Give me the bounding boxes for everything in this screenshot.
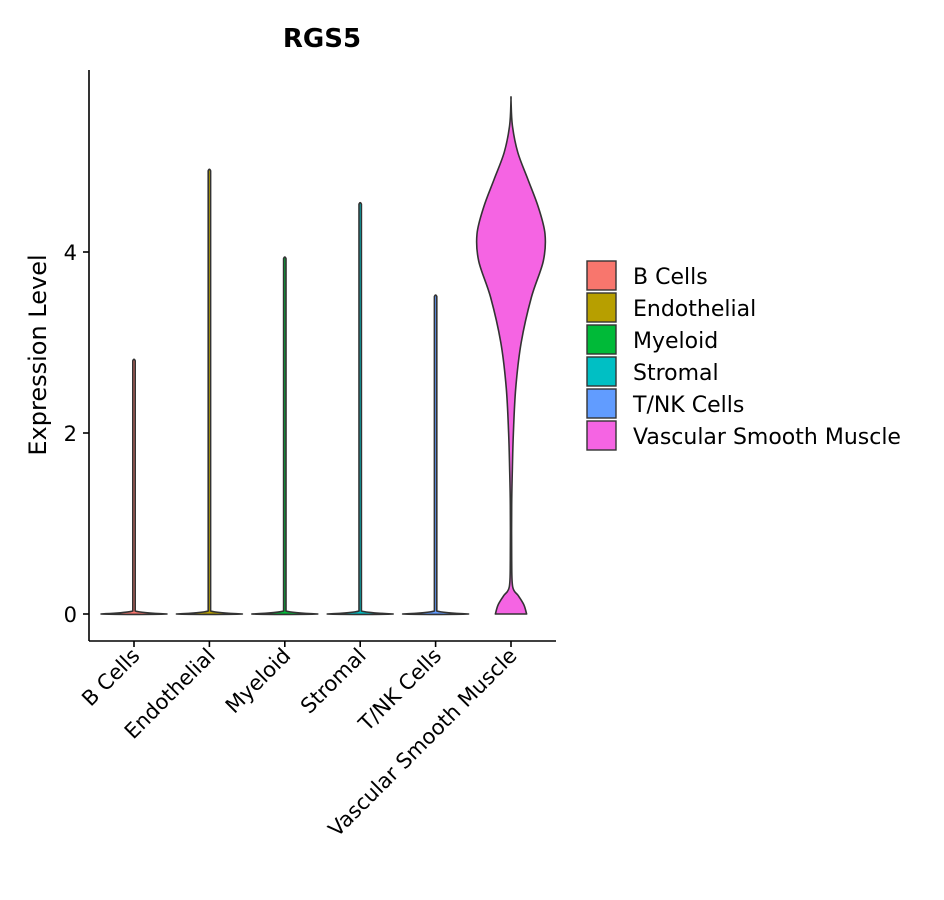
violin-vascular-smooth-muscle	[475, 95, 547, 615]
y-tick-label: 4	[64, 241, 77, 265]
violin-endothelial	[175, 168, 244, 616]
y-ticks: 0 2 4	[64, 241, 89, 627]
violins	[100, 95, 547, 616]
legend-swatch	[586, 420, 617, 451]
x-tick-label: Myeloid	[221, 644, 295, 718]
legend-label: Stromal	[633, 361, 719, 386]
legend-label: B Cells	[633, 265, 708, 290]
legend-label: Vascular Smooth Muscle	[633, 425, 901, 450]
legend-label: Endothelial	[633, 297, 756, 322]
y-tick-label: 2	[64, 422, 77, 446]
legend-swatch	[586, 356, 617, 387]
legend: B Cells Endothelial Myeloid Stromal T/NK Cel…	[586, 260, 901, 451]
y-axis-label: Expression Level	[24, 254, 52, 455]
legend-label: T/NK Cells	[632, 393, 744, 418]
legend-label: Myeloid	[633, 329, 718, 354]
x-tick-label: B Cells	[77, 644, 144, 711]
chart-title: RGS5	[283, 24, 361, 54]
x-tick-label: Stromal	[296, 644, 371, 719]
violin-myeloid	[251, 256, 319, 616]
violin-t-nk-cells	[401, 294, 470, 616]
legend-swatch	[586, 388, 617, 419]
y-tick-label: 0	[64, 603, 77, 627]
violin-stromal	[326, 201, 394, 616]
violin-b-cells	[100, 358, 168, 616]
legend-swatch	[586, 292, 617, 323]
legend-swatch	[586, 324, 617, 355]
legend-swatch	[586, 260, 617, 291]
